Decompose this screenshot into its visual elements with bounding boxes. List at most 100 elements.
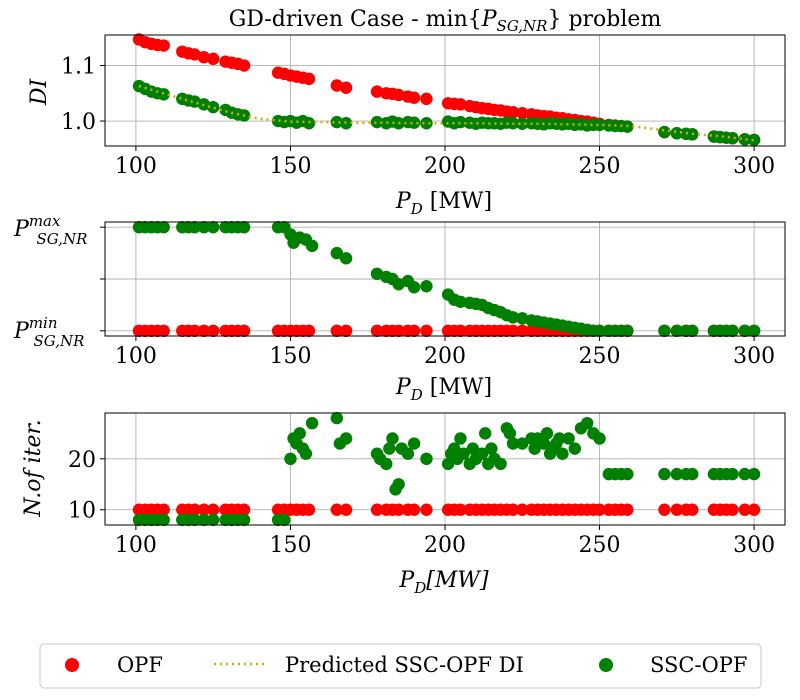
ssc-opf-point <box>197 220 211 234</box>
opf-point <box>726 503 739 516</box>
chart-title: GD-driven Case - min{PSG,NR} problem <box>229 7 662 35</box>
legend-marker-ssc <box>599 658 613 672</box>
ssc-opf-point <box>553 432 566 445</box>
legend-marker-opf <box>65 658 79 672</box>
x-tick-label: 150 <box>269 533 311 558</box>
opf-point <box>454 503 467 516</box>
opf-point <box>506 503 520 516</box>
ssc-opf-point <box>457 447 470 460</box>
ssc-opf-point <box>305 416 319 430</box>
opf-point <box>330 503 344 516</box>
opf-point <box>407 324 421 338</box>
opf-point <box>420 324 433 338</box>
ssc-opf-point <box>540 427 554 440</box>
legend-frame <box>39 643 762 689</box>
ssc-opf-point <box>302 117 316 130</box>
opf-point <box>206 324 220 338</box>
ssc-opf-point <box>206 220 220 234</box>
opf-point <box>339 503 353 516</box>
opf-point <box>302 503 316 516</box>
opf-point <box>407 91 421 104</box>
y-tick-label: 1.0 <box>61 110 96 135</box>
ssc-opf-point <box>157 220 170 234</box>
ssc-opf-point <box>386 432 399 445</box>
opf-point <box>370 503 384 516</box>
opf-point <box>302 324 316 338</box>
opf-point <box>407 503 421 516</box>
ssc-opf-point <box>206 513 220 527</box>
ssc-opf-point <box>738 133 752 146</box>
ssc-opf-point <box>299 447 313 460</box>
ssc-opf-point <box>370 115 384 129</box>
ssc-opf-point <box>580 416 594 430</box>
opf-point <box>237 59 251 72</box>
opf-point <box>454 98 467 111</box>
ssc-opf-point <box>383 442 396 455</box>
ssc-opf-point <box>206 100 220 114</box>
y-tick-label: 1.1 <box>61 55 96 80</box>
x-tick-label: 250 <box>579 154 621 179</box>
ssc-opf-point <box>420 452 433 466</box>
ssc-opf-point <box>466 442 480 455</box>
ssc-opf-point <box>454 295 467 308</box>
ssc-opf-point <box>305 239 319 253</box>
opf-point <box>206 52 220 66</box>
ssc-opf-point <box>330 411 344 425</box>
ssc-opf-point <box>503 427 517 440</box>
ssc-opf-point <box>621 467 634 481</box>
legend-label-opf: OPF <box>117 653 163 677</box>
x-tick-label: 300 <box>733 344 775 369</box>
opf-point <box>370 85 384 98</box>
x-tick-label: 100 <box>115 154 157 179</box>
ssc-opf-point <box>726 132 739 145</box>
ssc-opf-point <box>658 125 671 139</box>
ssc-opf-point <box>738 467 752 481</box>
x-tick-label: 250 <box>579 533 621 558</box>
opf-point <box>302 72 316 86</box>
opf-point <box>197 51 211 64</box>
ssc-opf-point <box>188 513 201 527</box>
opf-point <box>339 81 353 94</box>
x-tick-label: 200 <box>424 154 466 179</box>
x-tick-label: 300 <box>733 154 775 179</box>
ssc-opf-point <box>726 467 739 481</box>
ssc-opf-point <box>339 252 353 265</box>
ssc-opf-point <box>593 118 606 132</box>
ssc-opf-point <box>556 447 569 460</box>
ssc-opf-point <box>738 324 752 338</box>
opf-point <box>370 324 384 338</box>
ssc-opf-point <box>686 324 699 338</box>
opf-point <box>188 324 201 338</box>
ssc-opf-point <box>293 427 306 440</box>
opf-point <box>237 324 251 338</box>
ssc-opf-point <box>593 324 606 338</box>
x-tick-label: 200 <box>424 344 466 369</box>
ssc-opf-point <box>475 447 489 460</box>
opf-point <box>420 503 433 516</box>
x-tick-label: 250 <box>579 344 621 369</box>
ssc-opf-point <box>747 467 761 481</box>
ssc-opf-point <box>670 127 684 140</box>
ssc-opf-point <box>568 442 582 455</box>
ssc-opf-point <box>278 513 291 527</box>
opf-point <box>237 503 251 516</box>
panel-di: 100 150 200 250 300 1.0 1.1 <box>61 33 786 179</box>
x-tick-label: 150 <box>269 154 311 179</box>
opf-point <box>747 503 761 516</box>
legend-label-ssc: SSC-OPF <box>650 653 747 677</box>
ssc-opf-point <box>747 133 761 147</box>
ssc-opf-point <box>516 437 529 450</box>
ssc-opf-point <box>157 88 170 101</box>
opf-point <box>506 324 520 338</box>
ssc-opf-point <box>237 513 251 527</box>
ssc-opf-point <box>401 447 415 460</box>
ssc-opf-point <box>392 478 405 491</box>
ssc-opf-point <box>593 432 606 445</box>
opf-point <box>420 92 433 106</box>
predicted-ssc-opf-di-line <box>138 84 755 142</box>
ssc-opf-point <box>621 324 634 338</box>
ssc-opf-point <box>441 457 455 471</box>
ssc-opf-point <box>237 220 251 234</box>
x-axis-label-di: PD [MW] <box>395 189 492 218</box>
